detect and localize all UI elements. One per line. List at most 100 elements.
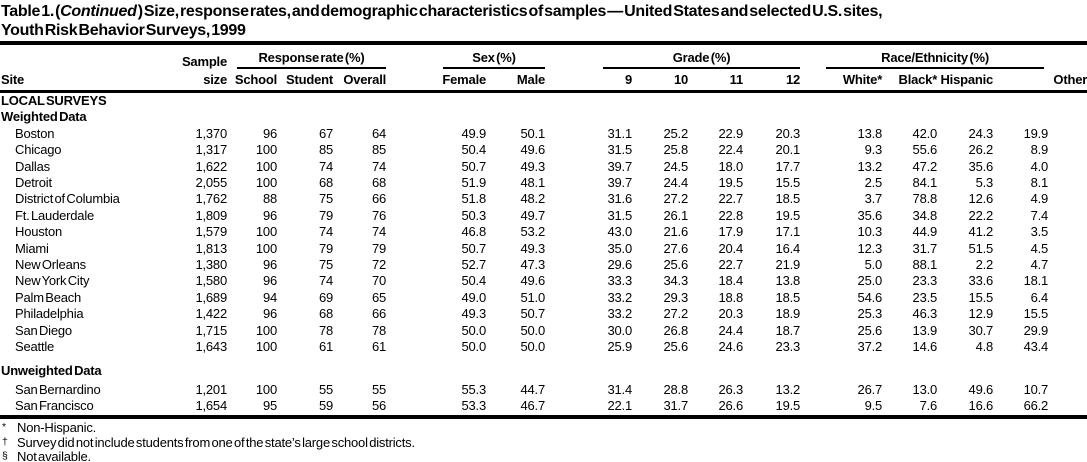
value-cell: 26.6 [718, 398, 744, 414]
section-heading-row: Unweighted Data [0, 356, 1087, 382]
value-cell: 51.0 [520, 289, 546, 305]
value-cell: 49.0 [461, 289, 487, 305]
value-cell: 74 [318, 158, 333, 174]
column-header-white: White* [842, 72, 883, 87]
value-cell: 22.7 [718, 257, 744, 273]
value-cell: 1,654 [195, 398, 227, 414]
value-cell: 9.5 [864, 398, 883, 414]
column-group-label: Grade (%) [603, 50, 801, 69]
value-cell: 5.0 [864, 257, 883, 273]
value-cell: 13.8 [775, 273, 801, 289]
value-cell: 4.8 [975, 339, 994, 355]
value-cell: 96 [262, 306, 277, 322]
value-cell: 24.3 [968, 125, 994, 141]
value-cell: 31.5 [607, 142, 633, 158]
value-cell: 28.8 [663, 381, 689, 397]
value-cell: 75 [318, 257, 333, 273]
value-cell: 64 [371, 125, 387, 141]
value-cell: 7.4 [1030, 207, 1049, 223]
value-cell: 18.0 [718, 158, 744, 174]
site-cell: Chicago [15, 142, 62, 158]
value-cell: 26.8 [663, 322, 689, 338]
value-cell: 56 [371, 398, 387, 414]
value-cell: 1,643 [195, 339, 227, 355]
value-cell: 94 [262, 289, 277, 305]
value-cell: 68 [371, 175, 387, 191]
value-cell: 96 [262, 207, 277, 223]
site-cell: Houston [15, 224, 63, 240]
value-cell: 22.4 [718, 142, 744, 158]
value-cell: 96 [262, 273, 277, 289]
value-cell: 96 [262, 257, 277, 273]
value-cell: 12.6 [968, 191, 994, 207]
section-heading: Weighted Data [1, 109, 87, 125]
value-cell: 66 [371, 306, 387, 322]
table-title: Table 1. (Continued ) Size, response rat… [0, 0, 1087, 40]
table-row: San Diego 1,715 100 78 78 50.0 50.0 30.0 26.8 24.… [0, 323, 1087, 339]
column-header-site: Site [1, 72, 25, 87]
value-cell: 43.4 [1023, 339, 1049, 355]
value-cell: 50.4 [461, 142, 487, 158]
value-cell: 3.5 [1030, 224, 1049, 240]
value-cell: 1,622 [195, 158, 227, 174]
table-row: New Orleans 1,380 96 75 72 52.7 47.3 29.6 25.6 22… [0, 257, 1087, 273]
column-header-grade11: 11 [729, 72, 744, 87]
value-cell: 1,380 [195, 257, 227, 273]
value-cell: 1,762 [195, 191, 227, 207]
value-cell: 100 [255, 158, 277, 174]
column-header-black: Black* [898, 72, 938, 87]
value-cell: 78.8 [912, 191, 938, 207]
value-cell: 50.7 [520, 306, 546, 322]
value-cell: 72 [371, 257, 387, 273]
value-cell: 37.2 [857, 339, 883, 355]
value-cell: 1,689 [195, 289, 227, 305]
value-cell: 50.0 [461, 339, 487, 355]
footnote: * Non-Hispanic. [1, 420, 1087, 436]
value-cell: 79 [318, 207, 333, 223]
value-cell: 18.8 [718, 289, 744, 305]
value-cell: 19.9 [1023, 125, 1049, 141]
column-header-grade9: 9 [624, 72, 633, 87]
value-cell: 33.3 [607, 273, 633, 289]
value-cell: 13.8 [857, 125, 883, 141]
footnote-symbol: § [2, 450, 8, 462]
value-cell: 3.7 [864, 191, 883, 207]
site-cell: San Francisco [15, 398, 94, 414]
value-cell: 34.8 [912, 207, 938, 223]
section-heading-row: Weighted Data [0, 109, 1087, 125]
value-cell: 4.5 [1030, 240, 1049, 256]
value-cell: 27.2 [663, 306, 689, 322]
column-header-grade10: 10 [673, 72, 689, 87]
column-header-female: Female [442, 72, 487, 87]
value-cell: 18.1 [1023, 273, 1049, 289]
value-cell: 46.8 [461, 224, 487, 240]
value-cell: 18.9 [775, 306, 801, 322]
value-cell: 33.2 [607, 306, 633, 322]
value-cell: 31.6 [607, 191, 633, 207]
value-cell: 70 [371, 273, 387, 289]
value-cell: 49.3 [461, 306, 487, 322]
value-cell: 68 [318, 306, 333, 322]
value-cell: 24.4 [718, 322, 744, 338]
value-cell: 76 [371, 207, 387, 223]
value-cell: 22.9 [718, 125, 744, 141]
title-prefix: Table 1. ( [1, 3, 61, 20]
value-cell: 8.9 [1030, 142, 1049, 158]
column-header-row: Site size School Student Overall Female … [0, 69, 1087, 92]
value-cell: 19.5 [718, 175, 744, 191]
table-row: District of Columbia 1,762 88 75 66 51.8 48.2 3… [0, 191, 1087, 207]
column-group-row: Sample Response rate (%) Sex (%) Grade (… [0, 43, 1087, 69]
value-cell: 50.3 [461, 207, 487, 223]
column-header-hispanic: Hispanic [940, 72, 994, 87]
value-cell: 16.4 [775, 240, 801, 256]
value-cell: 53.3 [461, 398, 487, 414]
site-cell: New York City [15, 273, 90, 289]
column-group-label: Sex (%) [443, 50, 546, 69]
table-header: Sample Response rate (%) Sex (%) Grade (… [0, 43, 1087, 92]
value-cell: 1,317 [195, 142, 227, 158]
value-cell: 12.9 [968, 306, 994, 322]
value-cell: 1,715 [195, 322, 227, 338]
value-cell: 22.8 [718, 207, 744, 223]
value-cell: 100 [255, 224, 277, 240]
value-cell: 51.5 [968, 240, 994, 256]
